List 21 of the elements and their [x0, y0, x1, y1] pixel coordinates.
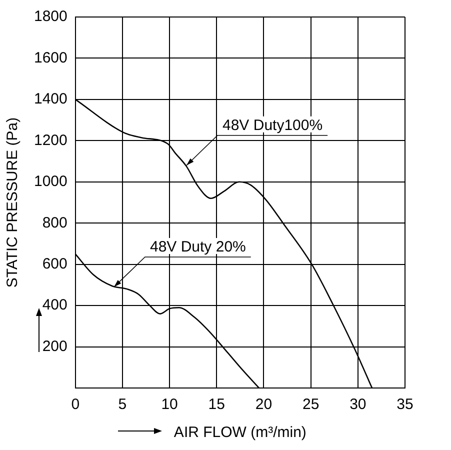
x-tick-label: 5	[118, 396, 127, 414]
y-axis-title: STATIC PRESSURE (Pa)	[4, 117, 22, 288]
y-tick-label: 1200	[34, 132, 68, 149]
x-tick-label: 0	[71, 396, 80, 414]
y-tick-label: 400	[42, 296, 68, 314]
y-tick-label: 200	[42, 338, 68, 355]
annotation: 48V Duty 20%	[150, 238, 246, 256]
y-tick-label: 800	[42, 214, 68, 232]
x-tick-label: 10	[161, 396, 178, 414]
y-tick-label: 1000	[34, 173, 68, 190]
x-axis-title: AIR FLOW (m³/min)	[174, 424, 306, 442]
annotation: 48V Duty100%	[222, 117, 323, 134]
x-tick-label: 20	[255, 396, 272, 414]
y-tick-label: 600	[42, 255, 68, 272]
x-tick-label: 30	[350, 396, 366, 414]
x-tick-label: 25	[302, 396, 320, 414]
x-tick-label: 15	[208, 396, 225, 414]
x-tick-label: 35	[396, 396, 414, 414]
y-tick-label: 1400	[34, 90, 68, 108]
y-tick-label: 1600	[34, 49, 68, 66]
y-tick-label: 1800	[34, 8, 68, 26]
